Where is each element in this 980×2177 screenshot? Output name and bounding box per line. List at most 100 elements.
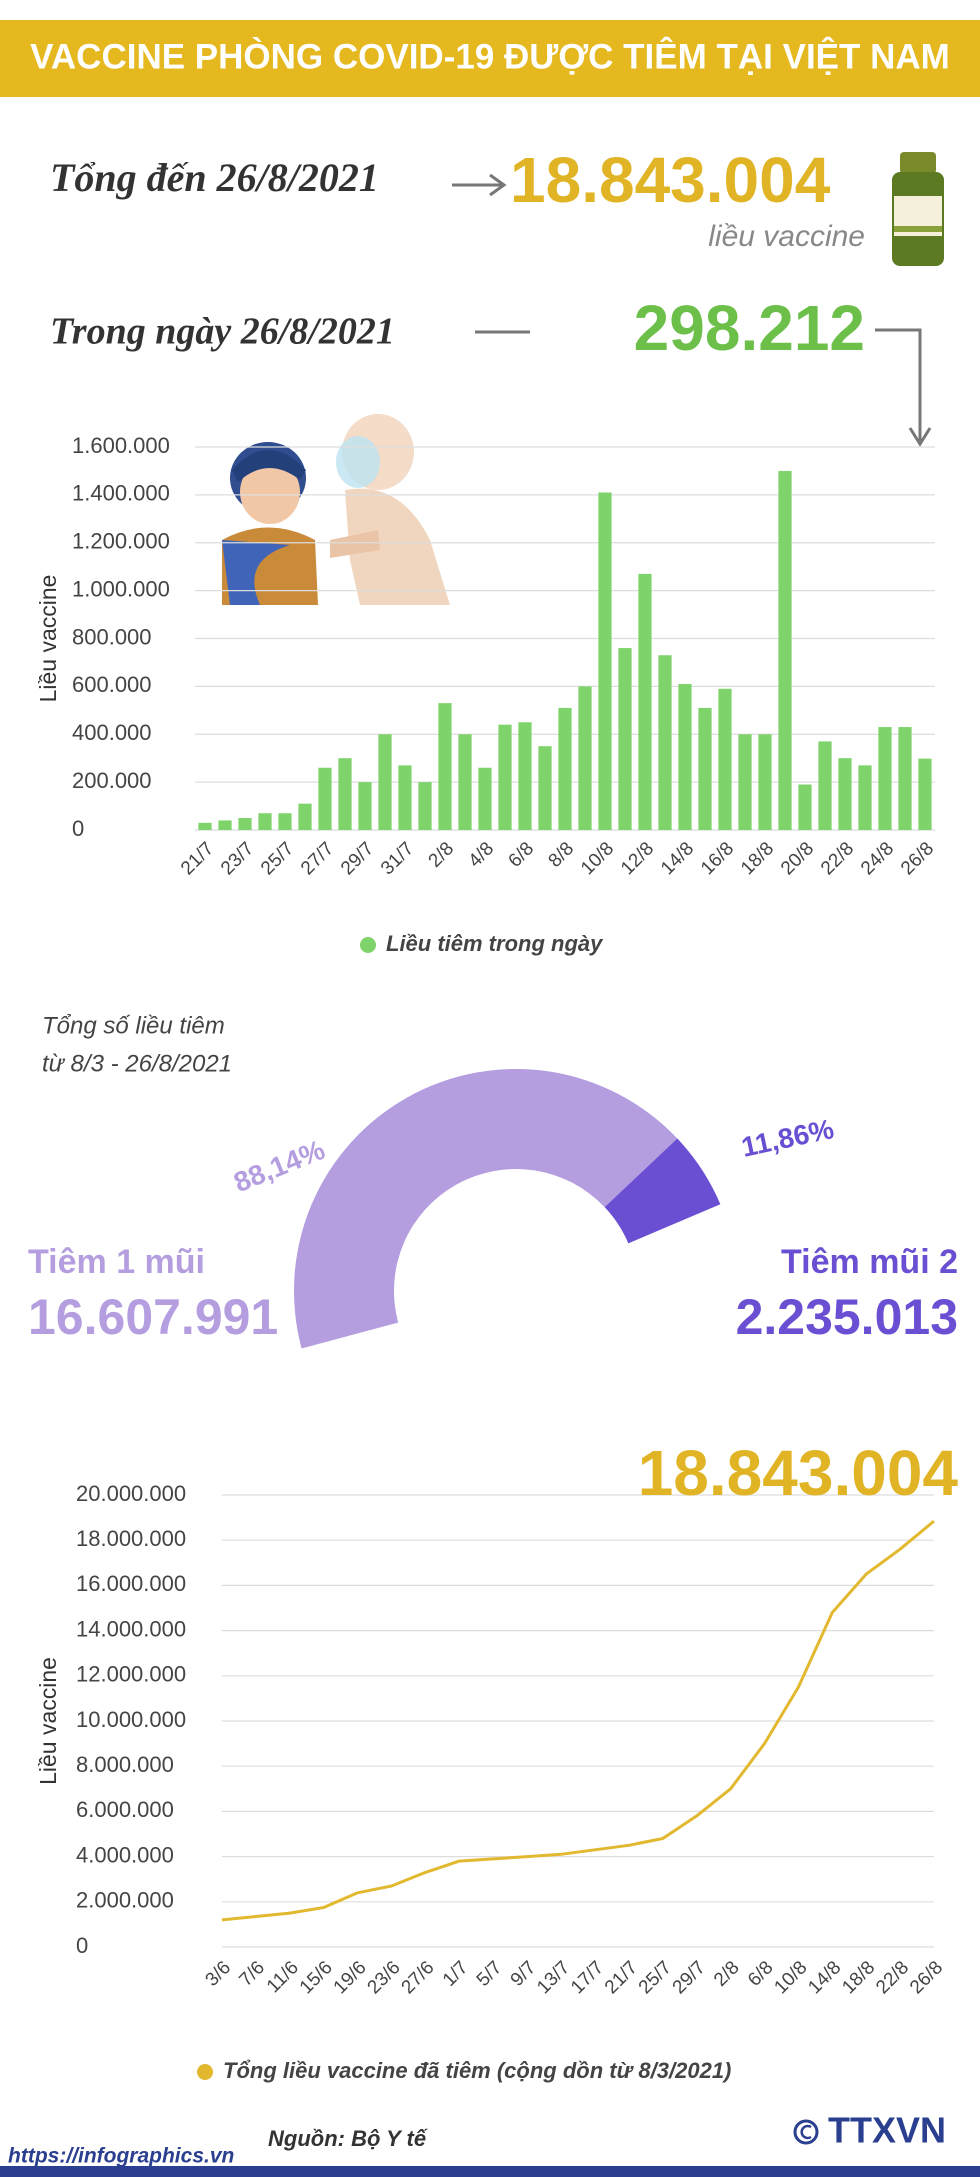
category-label: Tiêm mũi 2 xyxy=(781,1243,958,1281)
bar xyxy=(318,767,332,830)
y-tick-label: 1.000.000 xyxy=(72,576,170,601)
annotation: 18.843.004 xyxy=(638,1437,959,1509)
x-tick-label: 15/6 xyxy=(296,1957,337,1998)
x-tick-label: 4/8 xyxy=(465,838,499,872)
y-tick-label: 12.000.000 xyxy=(76,1662,186,1687)
y-tick-label: 6.000.000 xyxy=(76,1797,174,1822)
bar xyxy=(618,648,632,830)
bar xyxy=(438,703,452,830)
bar xyxy=(278,813,292,830)
x-tick-label: 8/8 xyxy=(545,838,579,872)
y-tick-label: 600.000 xyxy=(72,672,152,697)
y-tick-label: 200.000 xyxy=(72,768,152,793)
x-tick-label: 18/8 xyxy=(737,838,778,879)
dose-count: 2.235.013 xyxy=(736,1289,958,1345)
y-axis-label: Liều vaccine xyxy=(35,575,61,703)
bar xyxy=(198,822,212,830)
bar xyxy=(798,784,812,830)
x-tick-label: 26/8 xyxy=(897,838,938,879)
bar xyxy=(658,655,672,830)
x-tick-label: 19/6 xyxy=(330,1957,371,1998)
legend-swatch xyxy=(360,937,376,953)
x-tick-label: 10/8 xyxy=(577,838,618,879)
y-tick-label: 8.000.000 xyxy=(76,1752,174,1777)
x-tick-label: 7/6 xyxy=(235,1957,269,1991)
x-tick-label: 31/7 xyxy=(377,838,418,879)
y-tick-label: 1.400.000 xyxy=(72,481,170,506)
y-tick-label: 1.200.000 xyxy=(72,529,170,554)
donut-segment xyxy=(604,1138,721,1244)
footer-bar xyxy=(0,2166,980,2177)
x-tick-label: 10/8 xyxy=(770,1957,811,1998)
chart-title: Tổng số liều tiêm xyxy=(42,1012,225,1039)
bar xyxy=(338,758,352,830)
dose-count: 16.607.991 xyxy=(28,1289,278,1345)
down-arrow xyxy=(875,328,932,447)
y-tick-label: 0 xyxy=(72,816,84,841)
x-tick-label: 6/8 xyxy=(505,838,539,872)
bar xyxy=(498,724,512,830)
y-tick-label: 4.000.000 xyxy=(76,1842,174,1867)
donut-segment xyxy=(293,1069,678,1349)
y-tick-label: 0 xyxy=(76,1933,88,1958)
y-axis-label: Liều vaccine xyxy=(35,1657,61,1785)
x-tick-label: 25/7 xyxy=(635,1957,676,1998)
x-tick-label: 13/7 xyxy=(533,1957,574,1998)
total-label: Tổng đến 26/8/2021 xyxy=(50,155,379,200)
value-label: 11,86% xyxy=(739,1113,837,1163)
x-tick-label: 23/7 xyxy=(217,838,258,879)
bar xyxy=(558,707,572,830)
bar xyxy=(458,734,472,830)
bar xyxy=(698,707,712,830)
url: https://infographics.vn xyxy=(8,2145,234,2168)
day-label: Trong ngày 26/8/2021 xyxy=(50,311,395,353)
x-tick-label: 23/6 xyxy=(364,1957,405,1998)
bar xyxy=(578,686,592,830)
y-tick-label: 400.000 xyxy=(72,720,152,745)
bar xyxy=(918,758,932,830)
bar xyxy=(418,782,432,830)
x-tick-label: 12/8 xyxy=(617,838,658,879)
x-tick-label: 16/8 xyxy=(697,838,738,879)
x-tick-label: 29/7 xyxy=(669,1957,710,1998)
x-tick-label: 14/8 xyxy=(804,1957,845,1998)
x-tick-label: 25/7 xyxy=(257,838,298,879)
chart-title: từ 8/3 - 26/8/2021 xyxy=(42,1050,232,1077)
bar xyxy=(218,820,232,830)
x-tick-label: 21/7 xyxy=(177,838,218,879)
y-tick-label: 800.000 xyxy=(72,624,152,649)
x-tick-label: 27/7 xyxy=(297,838,338,879)
x-tick-label: 20/8 xyxy=(777,838,818,879)
bar xyxy=(678,683,692,830)
x-tick-label: 3/6 xyxy=(202,1957,236,1991)
x-tick-label: 22/8 xyxy=(872,1957,913,1998)
bar xyxy=(778,470,792,830)
x-tick-label: 2/8 xyxy=(710,1957,744,1991)
x-tick-label: 18/8 xyxy=(838,1957,879,1998)
bar xyxy=(518,722,532,830)
bar xyxy=(238,818,252,830)
bar xyxy=(858,765,872,830)
bar xyxy=(638,573,652,830)
title: VACCINE PHÒNG COVID-19 ĐƯỢC TIÊM TẠI VIỆ… xyxy=(30,36,950,76)
value-label: 88,14% xyxy=(229,1134,329,1198)
x-tick-label: 5/7 xyxy=(473,1957,507,1991)
line xyxy=(221,1519,935,1922)
x-tick-label: 14/8 xyxy=(657,838,698,879)
bar xyxy=(758,734,772,830)
logo: TTXVN xyxy=(828,2110,946,2151)
bar xyxy=(538,746,552,830)
y-tick-label: 16.000.000 xyxy=(76,1571,186,1596)
bar xyxy=(358,782,372,830)
y-tick-label: 2.000.000 xyxy=(76,1888,174,1913)
x-tick-label: 24/8 xyxy=(857,838,898,879)
y-tick-label: 1.600.000 xyxy=(72,433,170,458)
y-tick-label: 18.000.000 xyxy=(76,1526,186,1551)
bar xyxy=(598,492,612,830)
total-value: 18.843.004 xyxy=(510,144,831,216)
x-tick-label: 11/6 xyxy=(263,1957,303,1997)
x-tick-label: 17/7 xyxy=(567,1957,608,1998)
legend-label: Tổng liều vaccine đã tiêm (cộng dồn từ 8… xyxy=(223,2058,731,2083)
title-bar xyxy=(0,20,980,97)
